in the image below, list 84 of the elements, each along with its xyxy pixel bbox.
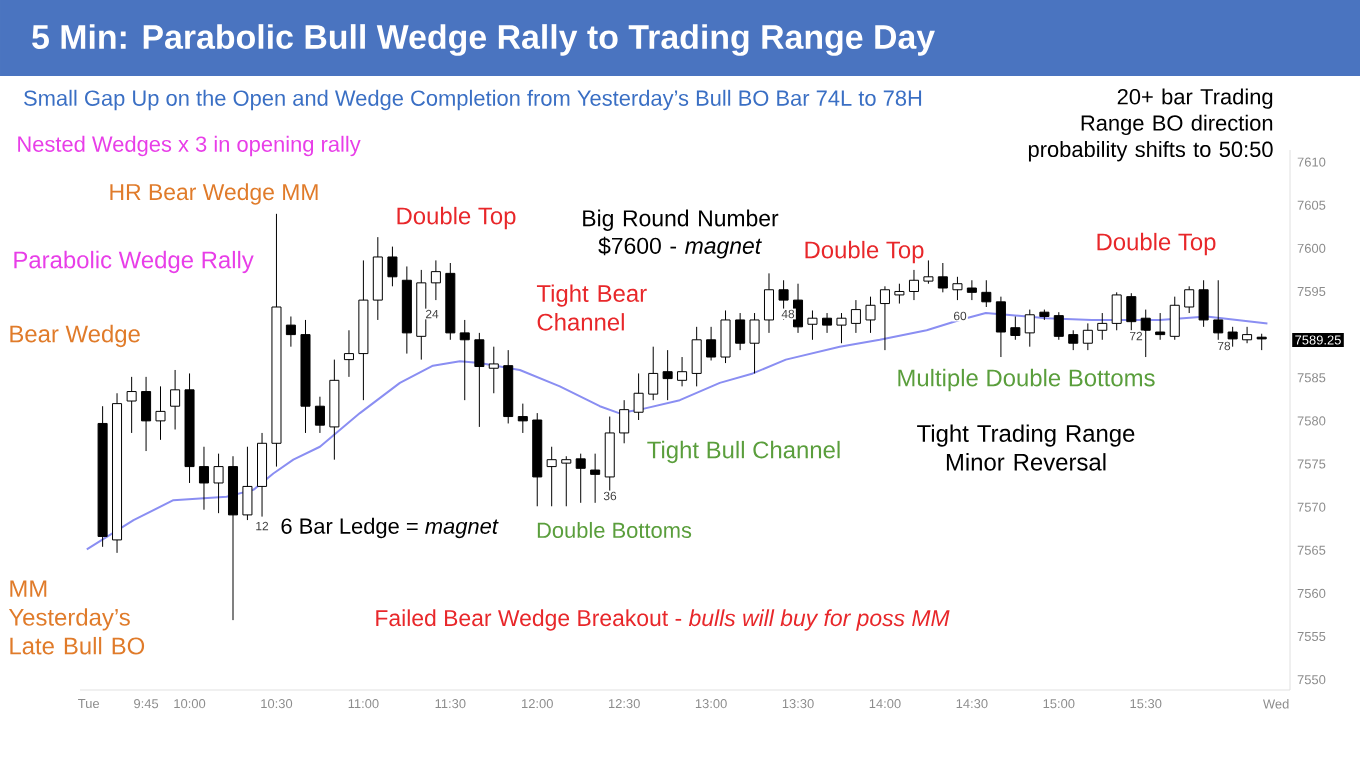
annotation: MM Yesterday’s Late Bull BO: [8, 580, 145, 655]
candlestick: [546, 446, 557, 507]
candlestick: [894, 283, 905, 305]
annotation: Tight Trading Range Minor Reversal: [917, 424, 1135, 471]
candlestick: [387, 246, 398, 287]
candlestick: [1242, 326, 1253, 344]
candlestick: [850, 299, 861, 334]
candlestick: [937, 262, 948, 293]
candlestick: [1126, 292, 1137, 331]
chart-title: 5 Min: Parabolic Bull Wedge Rally to Trading Range Day: [32, 24, 935, 56]
candlestick: [459, 319, 470, 401]
annotation: Big Round Number $7600 - magnet: [583, 209, 779, 259]
candlestick: [314, 396, 325, 434]
annotation: Failed Bear Wedge Breakout - bulls will buy for poss MM: [376, 609, 950, 631]
candlestick: [257, 432, 268, 518]
candlestick: [1097, 312, 1108, 341]
candlestick: [981, 279, 992, 308]
candlestick: [691, 326, 702, 387]
candlestick: [836, 312, 847, 344]
annotation: Double Top: [1097, 232, 1216, 256]
candlestick: [1111, 291, 1122, 331]
candlestick: [822, 312, 833, 334]
candlestick: [430, 259, 441, 301]
candlestick: [1010, 315, 1021, 341]
candlestick: [285, 315, 296, 348]
candlestick: [474, 332, 485, 428]
candlestick: [1169, 296, 1180, 341]
annotation: 20+ bar Trading Range BO direction probability shifts to 50:50: [1028, 88, 1273, 162]
candlestick: [561, 455, 572, 507]
candlestick: [720, 309, 731, 364]
annotation: Double Top: [805, 240, 924, 264]
chart-subtitle: Small Gap Up on the Open and Wedge Completion from Yesterday’s Bull BO Bar 74L to 78H: [24, 89, 922, 111]
candlestick: [155, 385, 166, 441]
candlestick: [662, 349, 673, 401]
candlestick: [1024, 309, 1035, 348]
candlestick: [1184, 285, 1195, 314]
candlestick: [879, 285, 890, 351]
candlestick: [966, 279, 977, 301]
candlestick: [1068, 329, 1079, 351]
annotation: 6 Bar Ledge = magnet: [281, 517, 499, 539]
candlestick: [575, 453, 586, 504]
candlestick: [1053, 311, 1064, 341]
candlestick: [648, 346, 659, 401]
candlestick: [952, 276, 963, 301]
candlestick: [908, 269, 919, 301]
candlestick: [198, 446, 209, 511]
candlestick: [1140, 309, 1151, 358]
candlestick: [995, 296, 1006, 358]
candlestick: [749, 312, 760, 374]
candlestick: [372, 236, 383, 321]
candlestick: [735, 312, 746, 351]
annotation: Multiple Double Bottoms: [898, 368, 1155, 392]
candlestick: [1213, 279, 1224, 341]
candlestick: [1198, 279, 1209, 328]
candlestick: [807, 309, 818, 341]
candlestick: [170, 369, 181, 430]
candlestick: [633, 372, 644, 421]
annotation: Parabolic Wedge Rally: [14, 250, 254, 274]
candlestick: [1155, 312, 1166, 341]
candlestick: [923, 259, 934, 285]
candlestick: [488, 346, 499, 394]
candlestick: [343, 329, 354, 378]
candlestick: [141, 376, 152, 452]
candlestick: [126, 376, 137, 434]
annotation: Double Bottoms: [537, 521, 692, 539]
candlestick: [865, 296, 876, 334]
candlestick: [1227, 326, 1238, 348]
candlestick: [763, 272, 775, 334]
candlestick: [590, 453, 601, 504]
annotation: Bear Wedge: [10, 324, 140, 348]
annotation: Tight Bull Channel: [647, 440, 840, 464]
candlestick: [517, 403, 528, 434]
candlestick: [213, 453, 224, 514]
annotation: Tight Bear Channel: [536, 284, 647, 331]
candlestick: [619, 399, 630, 444]
candlestick: [242, 446, 253, 521]
annotation: HR Bear Wedge MM: [110, 183, 318, 205]
annotation: Nested Wedges x 3 in opening rally: [18, 135, 361, 157]
candlestick: [793, 283, 804, 334]
candlestick: [1082, 322, 1093, 351]
candlestick: [329, 359, 340, 461]
candlestick: [706, 326, 717, 361]
annotation: Double Top: [397, 206, 516, 230]
candlestick: [677, 356, 688, 387]
